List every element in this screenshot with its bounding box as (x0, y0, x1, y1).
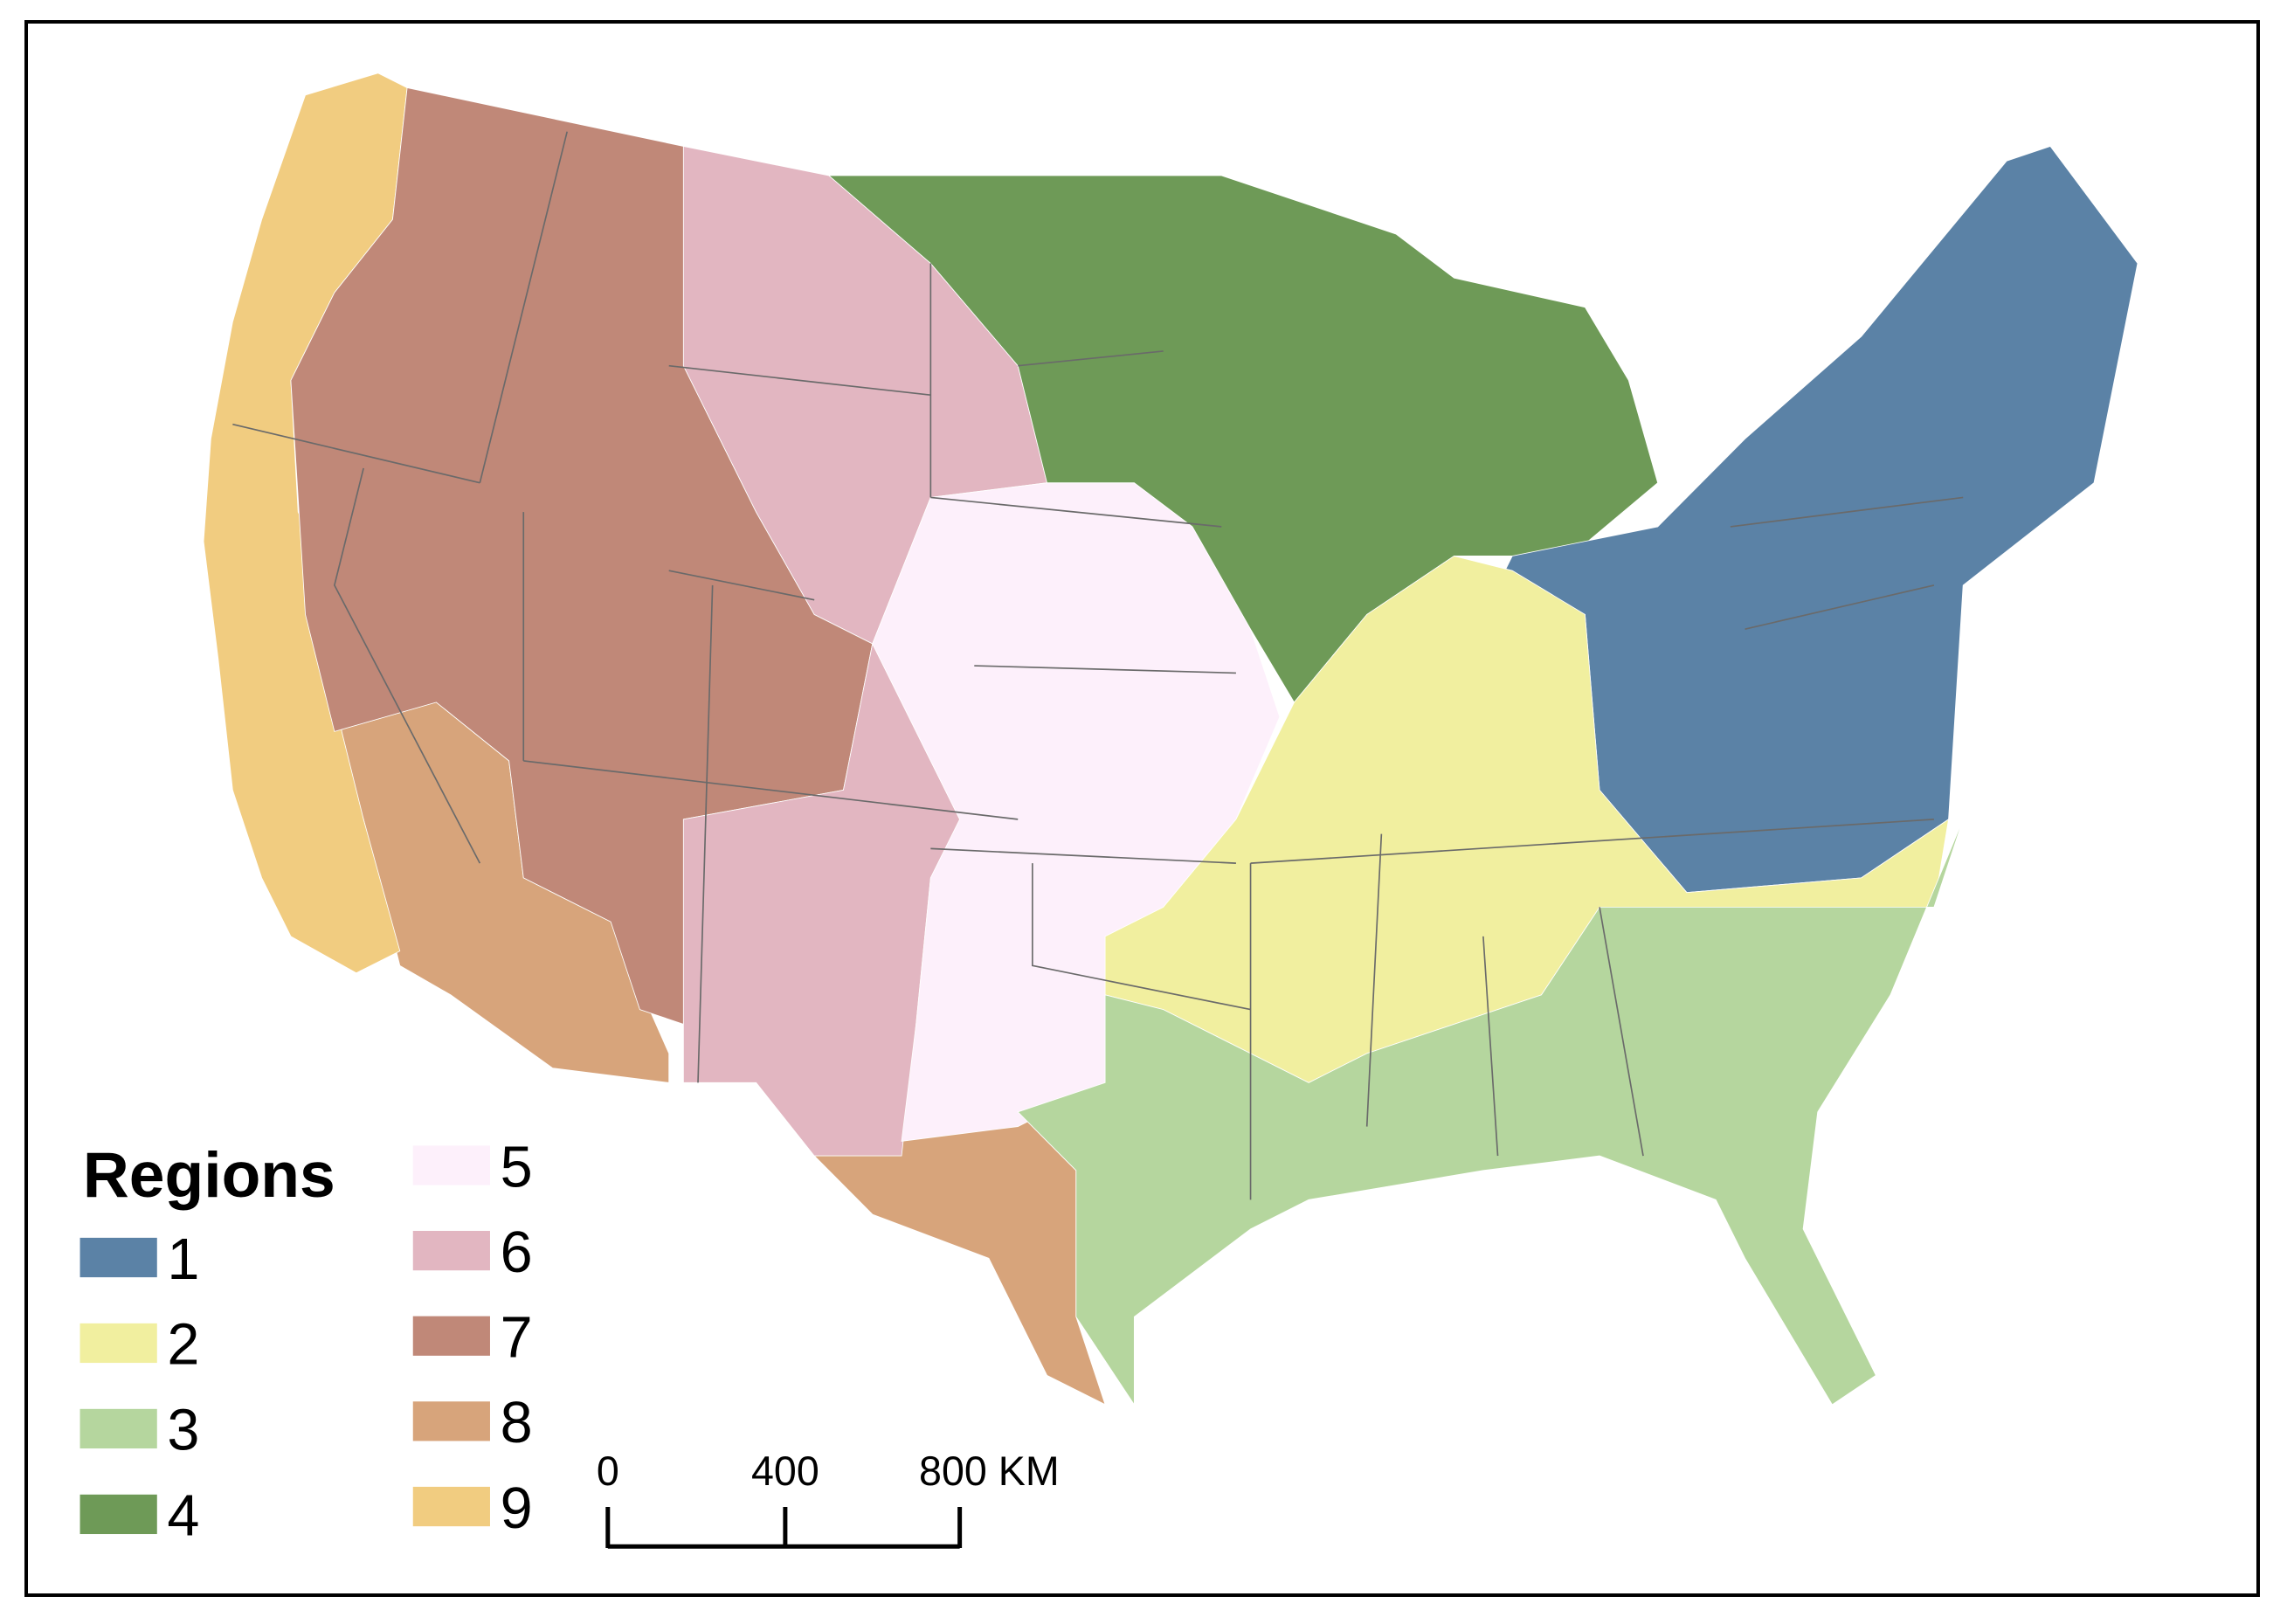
legend-items: 1 2 3 4 5 6 7 8 9 (79, 1135, 533, 1549)
legend-swatch (79, 1494, 157, 1535)
legend-swatch (412, 1231, 490, 1271)
legend-title: Regions (83, 1138, 335, 1211)
legend-label: 9 (501, 1476, 533, 1541)
state-borders (232, 131, 1964, 1200)
scale-label: 400 (751, 1448, 819, 1494)
scale-label: 0 (597, 1448, 619, 1494)
legend-label: 5 (501, 1135, 533, 1199)
map-body: Regions 1 2 3 4 5 6 7 8 9 0 400 800 KM (79, 73, 2138, 1549)
legend-label: 3 (167, 1399, 199, 1463)
scale-bar: 0 400 800 KM (597, 1448, 1060, 1549)
legend-label: 6 (501, 1220, 533, 1285)
legend-label: 4 (167, 1484, 199, 1549)
legend-swatch (79, 1237, 157, 1278)
legend-swatch (79, 1323, 157, 1364)
legend-label: 8 (501, 1391, 533, 1455)
legend-label: 1 (167, 1227, 199, 1292)
legend-swatch (412, 1145, 490, 1185)
region-area (1017, 819, 1964, 1406)
legend-swatch (79, 1408, 157, 1449)
legend-label: 2 (167, 1313, 199, 1378)
legend-swatch (412, 1401, 490, 1441)
legend-label: 7 (501, 1305, 533, 1370)
scale-label: 800 KM (919, 1448, 1060, 1494)
legend-swatch (412, 1486, 490, 1527)
legend: Regions 1 2 3 4 5 6 7 8 9 (79, 1135, 533, 1549)
legend-swatch (412, 1316, 490, 1356)
